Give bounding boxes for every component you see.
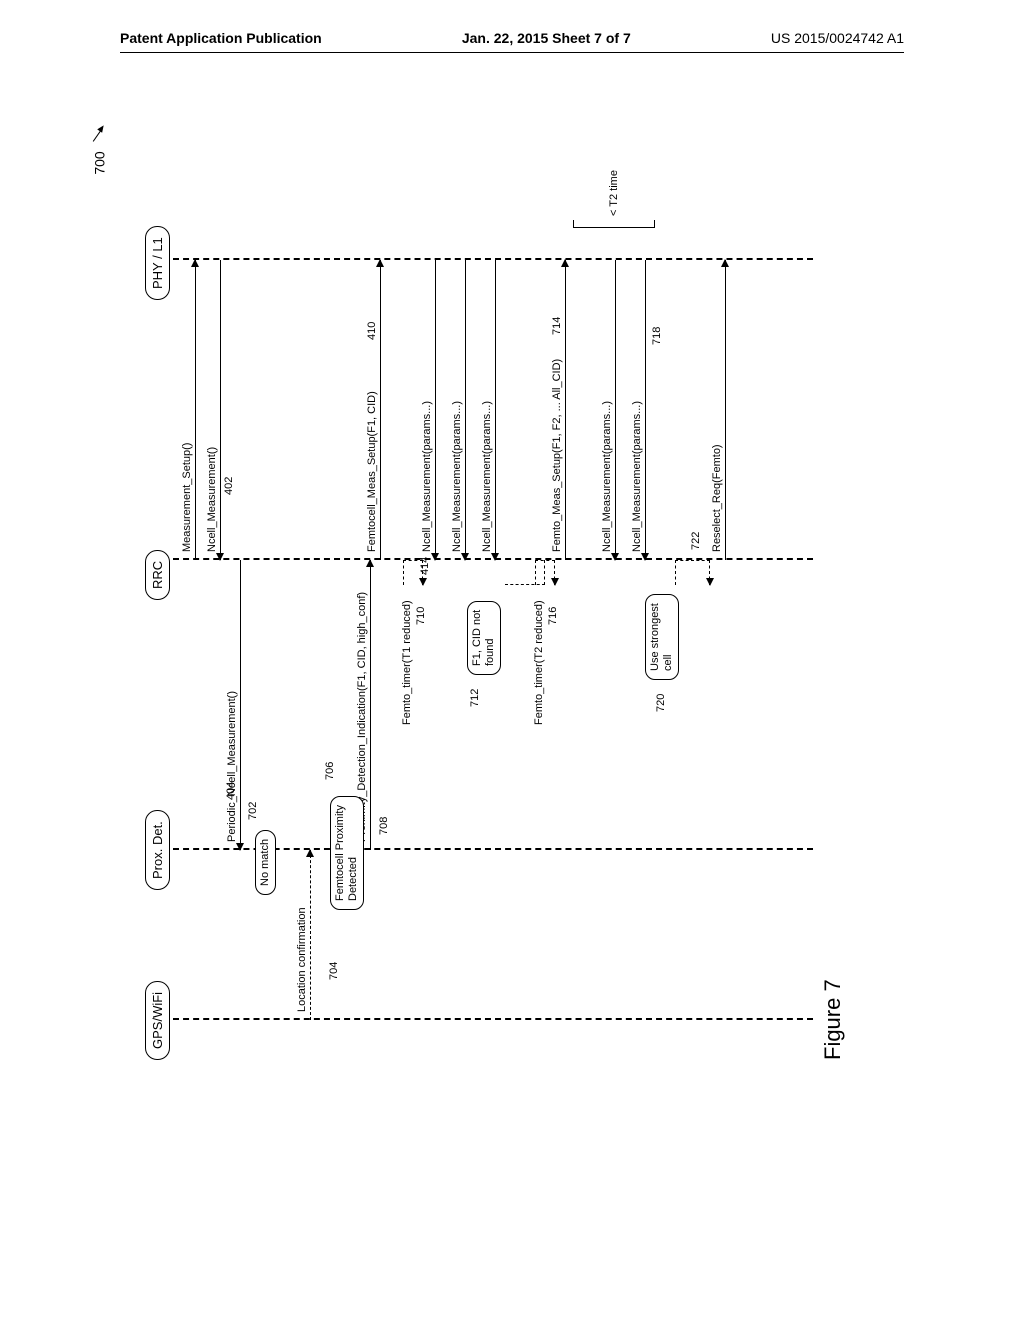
message-label: Periodic_Ncell_Measurement() — [226, 691, 238, 842]
t2-label: < T2 time — [608, 170, 620, 216]
message-arrow — [380, 260, 381, 560]
header-center: Jan. 22, 2015 Sheet 7 of 7 — [462, 30, 631, 46]
message-arrow — [240, 560, 241, 850]
ref-number: 708 — [378, 817, 390, 835]
header-left: Patent Application Publication — [120, 30, 322, 46]
self-message — [675, 560, 710, 585]
message-label: Femto_Meas_Setup(F1, F2, ... All_CID) — [551, 359, 563, 552]
page-header: Patent Application Publication Jan. 22, … — [0, 30, 1024, 46]
message-arrow — [495, 260, 496, 560]
diagram-id-label: 700 — [92, 151, 108, 174]
message-arrow — [725, 260, 726, 560]
self-message-label: Femto_timer(T1 reduced) — [401, 600, 413, 725]
participant-label: GPS/WiFi — [145, 981, 170, 1060]
participant-label: RRC — [145, 550, 170, 600]
ref-number: 712 — [469, 689, 481, 707]
message-label: Location confirmation — [296, 907, 308, 1012]
participant-label: PHY / L1 — [145, 226, 170, 300]
ref-number: 402 — [223, 477, 235, 495]
sequence-diagram: GPS/WiFiProx. Det.RRCPHY / L1Measurement… — [45, 270, 925, 950]
t2-bracket — [573, 220, 655, 228]
ref-number: 702 — [247, 802, 259, 820]
ref-number: 710 — [415, 607, 427, 625]
message-label: Ncell_Measurement(params...) — [601, 401, 613, 552]
return-path — [505, 560, 545, 585]
message-label: Ncell_Measurement(params...) — [421, 401, 433, 552]
message-label: Femtocell_Meas_Setup(F1, CID) — [366, 391, 378, 552]
header-divider — [120, 52, 904, 53]
ref-number: 720 — [655, 694, 667, 712]
message-arrow — [220, 260, 221, 560]
ref-number: 718 — [651, 327, 663, 345]
participant: RRC — [145, 550, 170, 600]
note-box: Use strongestcell — [645, 594, 679, 680]
message-label: Ncell_Measurement(params...) — [631, 401, 643, 552]
message-label: Ncell_Measurement(params...) — [481, 401, 493, 552]
message-label: Measurement_Setup() — [181, 443, 193, 552]
self-message — [403, 560, 423, 585]
lifeline — [173, 258, 813, 260]
message-arrow — [565, 260, 566, 560]
message-arrow — [465, 260, 466, 560]
lifeline — [173, 1018, 813, 1020]
diagram-id-text: 700 — [92, 151, 108, 174]
ref-number: 706 — [324, 762, 336, 780]
message-label: Ncell_Measurement() — [206, 447, 218, 552]
note-box: Femtocell ProximityDetected — [330, 796, 364, 910]
figure-caption: Figure 7 — [820, 979, 846, 1060]
ref-number: 704 — [328, 962, 340, 980]
participant: Prox. Det. — [145, 810, 170, 890]
note-box: No match — [255, 830, 276, 895]
message-label: Reselect_Req(Femto) — [711, 444, 723, 552]
ref-number: 716 — [547, 607, 559, 625]
ref-number: 410 — [366, 322, 378, 340]
message-arrow — [615, 260, 616, 560]
message-arrow — [370, 560, 371, 850]
ref-number: 722 — [690, 532, 702, 550]
message-arrow — [195, 260, 196, 560]
message-arrow — [435, 260, 436, 560]
message-arrow — [645, 260, 646, 560]
participant-label: Prox. Det. — [145, 810, 170, 890]
note-box: F1, CID notfound — [467, 601, 501, 675]
self-message-label: Femto_timer(T2 reduced) — [533, 600, 545, 725]
participant: PHY / L1 — [145, 226, 170, 300]
participant: GPS/WiFi — [145, 981, 170, 1060]
message-arrow — [310, 850, 311, 1020]
header-right: US 2015/0024742 A1 — [771, 30, 904, 46]
ref-number: 714 — [551, 317, 563, 335]
message-label: Ncell_Measurement(params...) — [451, 401, 463, 552]
ref-number: 404 — [225, 782, 237, 800]
